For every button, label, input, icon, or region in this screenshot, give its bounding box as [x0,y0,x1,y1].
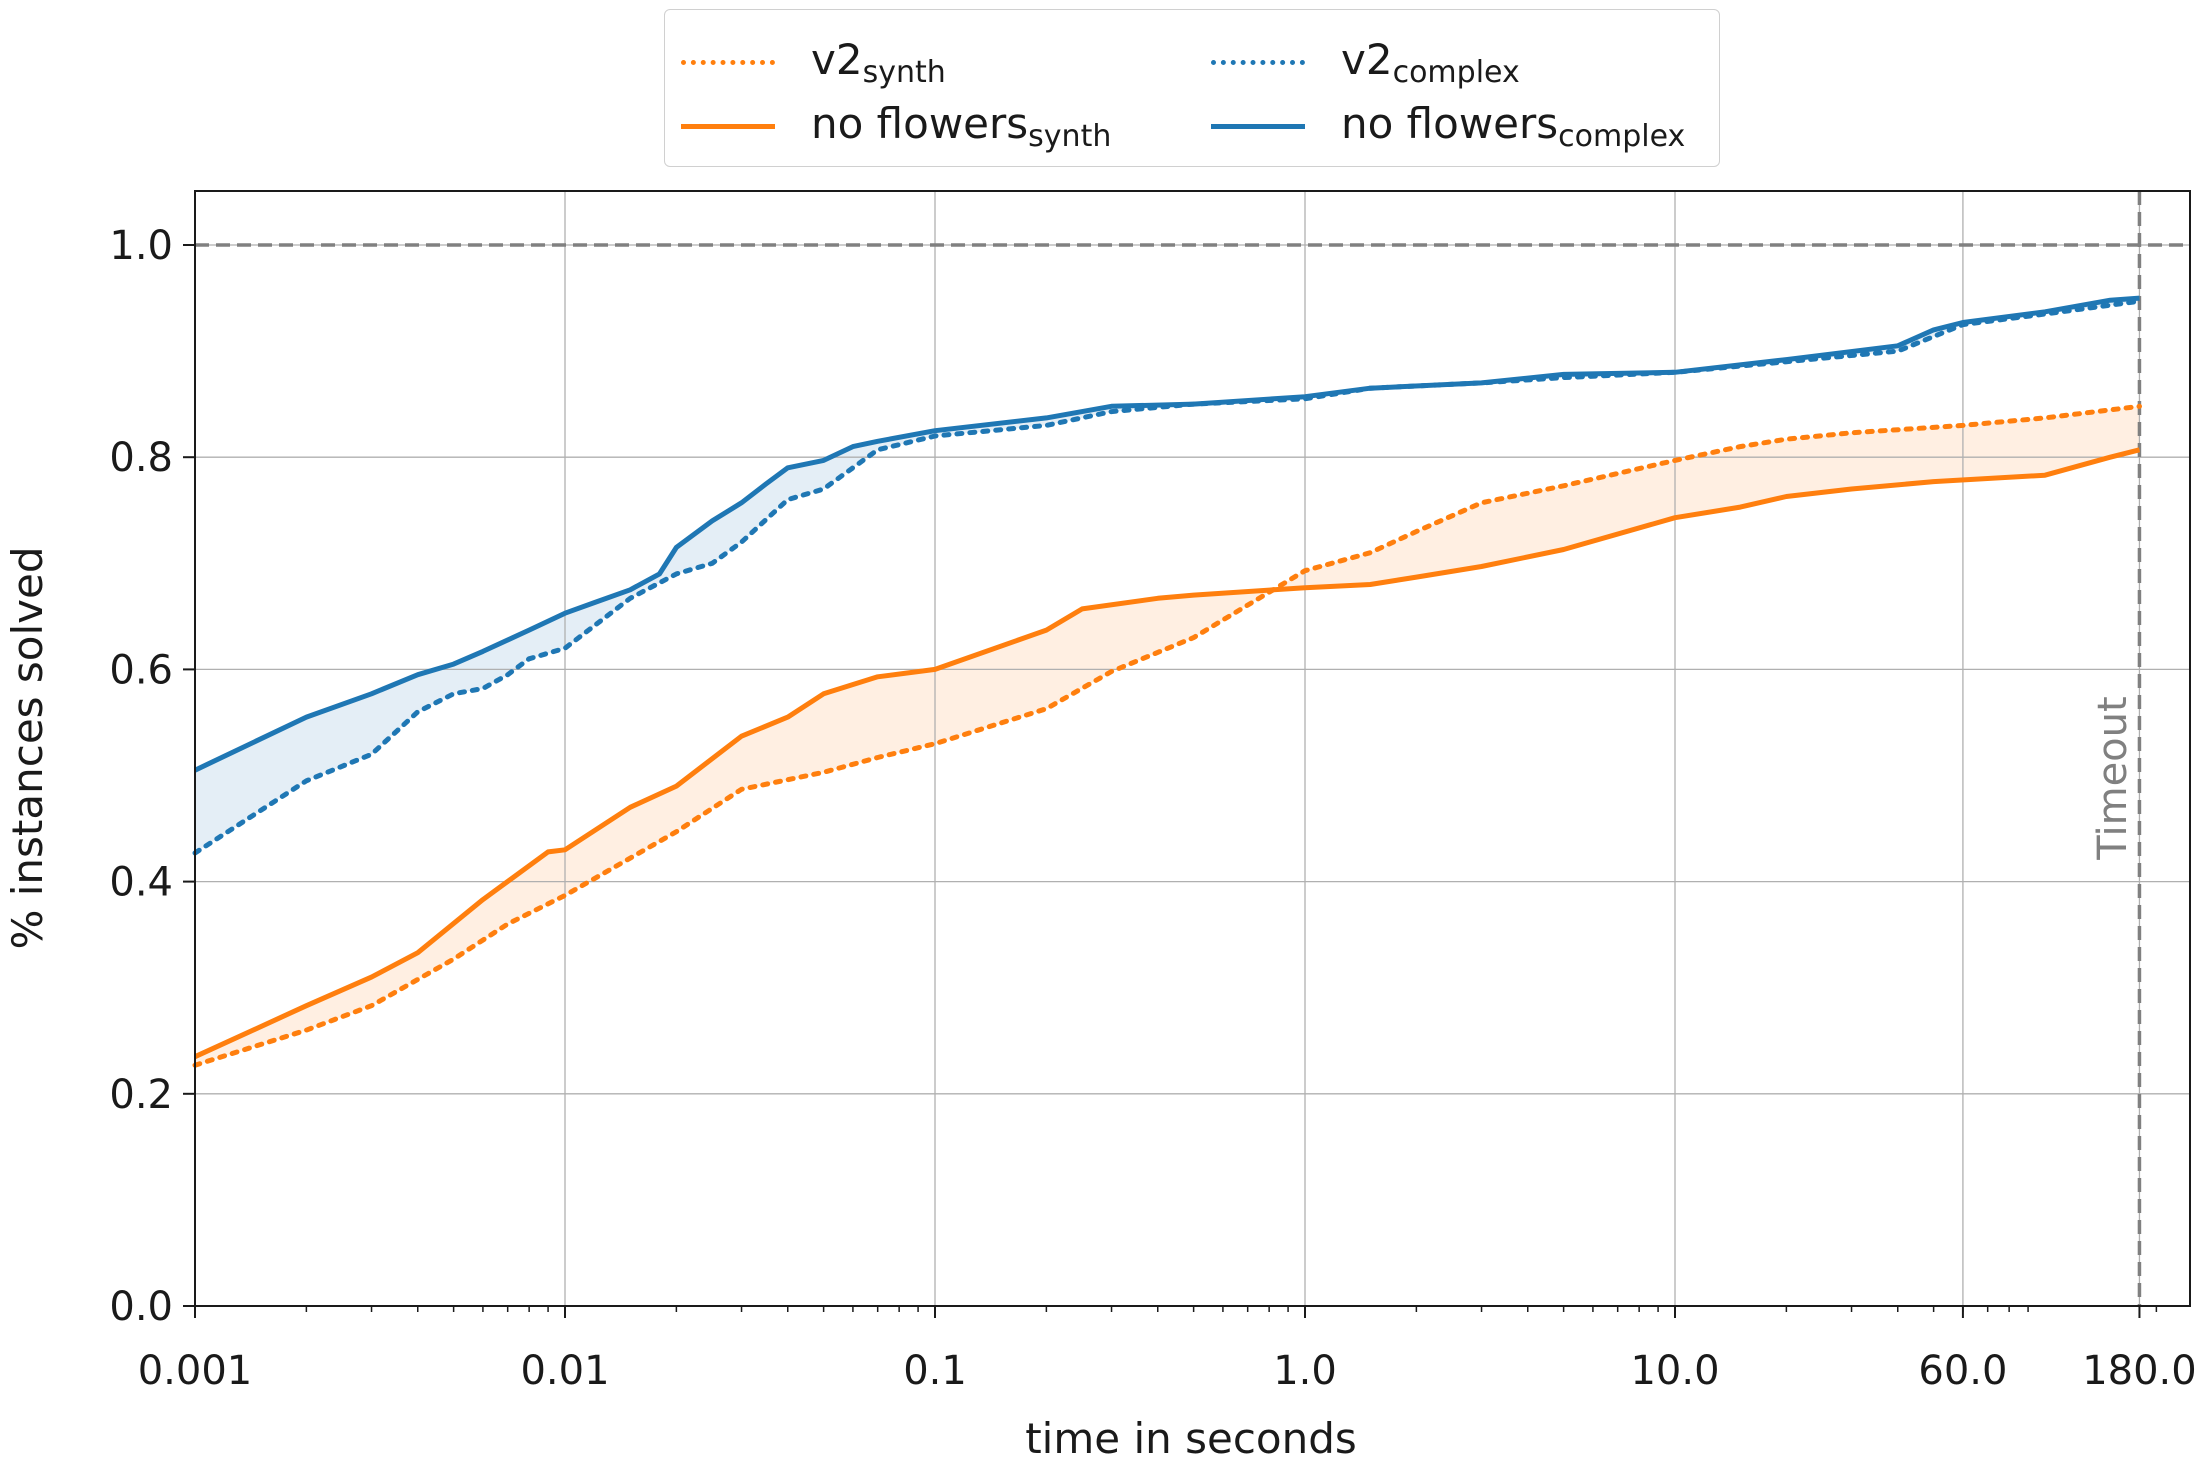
x-tick-label: 1.0 [1273,1348,1337,1394]
y-tick-label: 0.6 [109,647,173,693]
x-tick-label: 0.01 [520,1348,609,1394]
x-tick-label: 60.0 [1918,1348,2007,1394]
y-axis-label: % instances solved [3,546,52,949]
reference-lines [195,191,2190,1306]
series-lines [192,295,2142,1068]
legend-label-no-flowers-synth: no flowerssynth [811,98,1112,154]
tick-marks [183,244,2158,1318]
difference-fills [195,298,2140,1066]
x-tick-label: 180.0 [2082,1348,2197,1394]
grid-lines [194,191,2190,1307]
y-tick-label: 1.0 [109,223,173,269]
timeout-label: Timeout [2090,696,2136,860]
plot-frame [194,190,2191,1307]
y-tick-label: 0.4 [109,860,173,906]
y-tick-label: 0.8 [109,435,173,481]
legend-swatch-no-flowers-complex [1211,123,1305,129]
synth-difference-fill [195,406,2140,1066]
legend-swatch-v2-complex [1211,59,1305,65]
legend-entry-no-flowers-synth: no flowerssynth [681,96,1111,156]
legend-entry-v2-complex: v2complex [1211,32,1520,92]
series-line-nf-synth [193,447,2141,1059]
x-tick-label: 10.0 [1630,1348,1719,1394]
legend-entry-no-flowers-complex: no flowerscomplex [1211,96,1685,156]
x-tick-label: 0.001 [138,1348,253,1394]
y-tick-label: 0.0 [109,1284,173,1330]
series-line-v2-complex [192,298,2142,856]
series-line-v2-synth [192,403,2142,1068]
y-tick-label: 0.2 [109,1072,173,1118]
legend-entry-v2-synth: v2synth [681,32,946,92]
legend-label-v2-complex: v2complex [1341,34,1520,90]
complex-difference-fill [195,298,2140,854]
x-tick-label: 0.1 [903,1348,967,1394]
x-axis-label: time in seconds [1025,1414,1357,1463]
legend: v2synth v2complex no flowerssynth no flo… [664,9,1720,167]
legend-swatch-no-flowers-synth [681,123,775,129]
axes [194,190,2191,1307]
legend-swatch-v2-synth [681,59,775,65]
legend-label-v2-synth: v2synth [811,34,946,90]
tick-labels: 0.001 0.01 0.1 1.0 10.0 60.0 180.0 0.0 0.2 0.4 0.6… [109,223,2196,1394]
series-line-nf-complex [193,295,2140,773]
legend-label-no-flowers-complex: no flowerscomplex [1341,98,1686,154]
